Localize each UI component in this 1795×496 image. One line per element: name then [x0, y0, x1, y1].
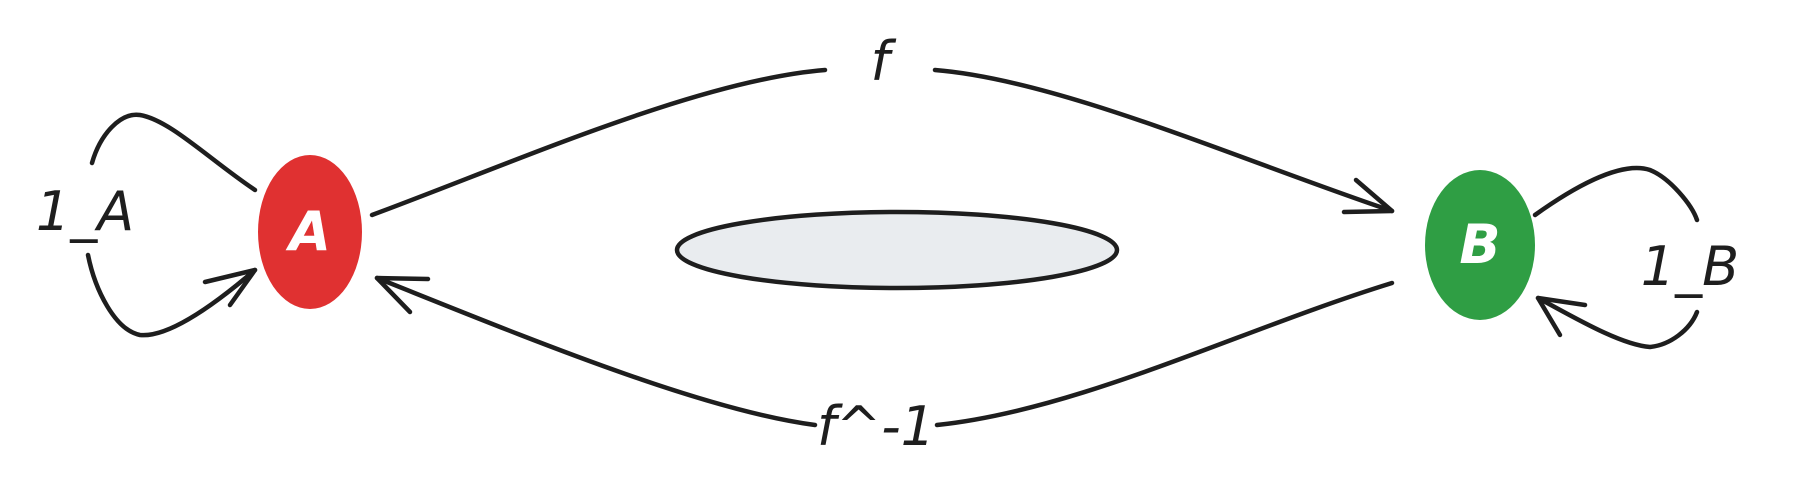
- node-b-label: B: [1459, 213, 1500, 276]
- node-a-circle: [258, 155, 362, 309]
- loop-identity-b: [1532, 165, 1700, 350]
- loop-identity-a: [85, 112, 258, 338]
- node-a-label: A: [285, 200, 331, 263]
- node-a: A: [258, 155, 362, 309]
- edge-label-f: f: [870, 30, 896, 93]
- edge-label-identity-a: 1_A: [36, 180, 134, 243]
- arrow-f: [369, 67, 1395, 218]
- edge-label-f-inverse: f^-1: [817, 395, 935, 458]
- center-ellipse: [674, 209, 1120, 291]
- edge-label-identity-b: 1_B: [1641, 235, 1739, 298]
- node-b-circle: [1425, 170, 1535, 320]
- arrow-f-inverse: [374, 275, 1395, 428]
- node-b: B: [1425, 170, 1535, 320]
